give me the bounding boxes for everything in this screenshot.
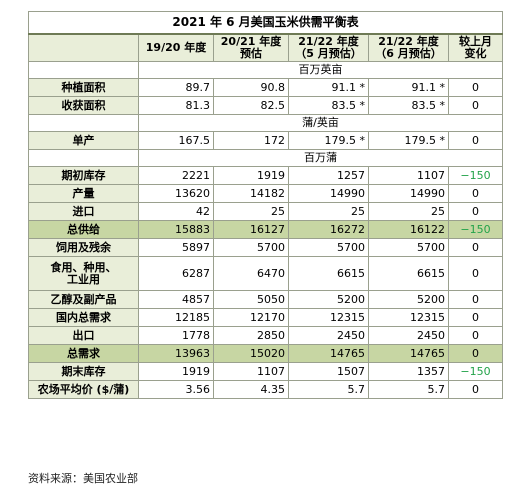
row-label: 乙醇及副产品	[28, 290, 139, 309]
header-1920: 19/20 年度	[138, 33, 214, 62]
table-row: 期初库存 2221 1919 1257 1107 −150	[28, 166, 504, 185]
row-label: 出口	[28, 326, 139, 345]
table-row-total-supply: 总供给 15883 16127 16272 16122 −150	[28, 220, 504, 239]
row-label: 期初库存	[28, 166, 139, 185]
header-2122-may: 21/22 年度 （5 月预估）	[288, 33, 369, 62]
balance-table-container: 2021 年 6 月美国玉米供需平衡表 19/20 年度 20/21 年度 预估 …	[27, 11, 504, 399]
corn-balance-table: 2021 年 6 月美国玉米供需平衡表 19/20 年度 20/21 年度 预估 …	[27, 11, 504, 399]
table-row: 国内总需求 12185 12170 12315 12315 0	[28, 308, 504, 327]
header-blank	[28, 33, 139, 62]
row-label: 进口	[28, 202, 139, 221]
table-row: 收获面积 81.3 82.5 83.5 * 83.5 * 0	[28, 96, 504, 115]
table-row: 出口 1778 2850 2450 2450 0	[28, 326, 504, 345]
unit-label: 百万英亩	[137, 61, 504, 79]
title-row: 2021 年 6 月美国玉米供需平衡表	[27, 11, 504, 35]
row-label: 国内总需求	[28, 308, 139, 327]
table-row: 农场平均价 ($/蒲) 3.56 4.35 5.7 5.7 0	[28, 380, 504, 399]
row-label: 食用、种用、 工业用	[28, 256, 139, 291]
row-label: 产量	[28, 184, 139, 203]
unit-row: 百万英亩	[28, 61, 504, 79]
unit-row: 百万蒲	[28, 149, 504, 167]
table-row: 饲用及残余 5897 5700 5700 5700 0	[28, 238, 504, 257]
header-change: 较上月 变化	[447, 33, 504, 62]
header-row: 19/20 年度 20/21 年度 预估 21/22 年度 （5 月预估） 21/2…	[28, 33, 504, 62]
row-label: 农场平均价 ($/蒲)	[28, 380, 139, 399]
row-label: 单产	[28, 131, 139, 150]
table-row: 期末库存 1919 1107 1507 1357 −150	[28, 362, 504, 381]
table-row: 产量 13620 14182 14990 14990 0	[28, 184, 504, 203]
row-label: 种植面积	[28, 78, 139, 97]
source-note: 资料来源：美国农业部	[28, 472, 138, 485]
table-row: 乙醇及副产品 4857 5050 5200 5200 0	[28, 290, 504, 309]
row-label: 总供给	[28, 220, 139, 239]
row-label: 期末库存	[28, 362, 139, 381]
row-label: 总需求	[28, 344, 139, 363]
unit-row: 蒲/英亩	[28, 114, 504, 132]
table-row: 进口 42 25 25 25 0	[28, 202, 504, 221]
table-title: 2021 年 6 月美国玉米供需平衡表	[27, 11, 504, 35]
unit-label: 蒲/英亩	[137, 114, 504, 132]
header-2021: 20/21 年度 预估	[213, 33, 289, 62]
header-2122-june: 21/22 年度 （6 月预估）	[368, 33, 449, 62]
table-row: 种植面积 89.7 90.8 91.1 * 91.1 * 0	[28, 78, 504, 97]
row-label: 饲用及残余	[28, 238, 139, 257]
table-row-total-demand: 总需求 13963 15020 14765 14765 0	[28, 344, 504, 363]
table-row: 食用、种用、 工业用 6287 6470 6615 6615 0	[28, 256, 504, 291]
unit-label: 百万蒲	[137, 149, 504, 167]
row-label: 收获面积	[28, 96, 139, 115]
table-row: 单产 167.5 172 179.5 * 179.5 * 0	[28, 131, 504, 150]
